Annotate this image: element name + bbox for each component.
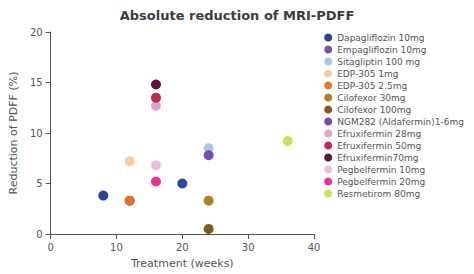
svg-text:Sitagliptin 100 mg: Sitagliptin 100 mg xyxy=(337,57,420,67)
svg-text:Efruxifermin70mg: Efruxifermin70mg xyxy=(337,153,418,163)
svg-text:15: 15 xyxy=(30,77,43,88)
svg-text:Cilofexor 100mg: Cilofexor 100mg xyxy=(337,105,411,115)
svg-text:10: 10 xyxy=(30,128,43,139)
svg-text:Pegbelfermin 20mg: Pegbelfermin 20mg xyxy=(337,177,425,187)
svg-text:0: 0 xyxy=(47,242,53,253)
svg-text:Resmetirom 80mg: Resmetirom 80mg xyxy=(337,189,420,199)
svg-text:10: 10 xyxy=(110,242,123,253)
svg-text:40: 40 xyxy=(308,242,321,253)
svg-text:Absolute reduction of MRI-PDFF: Absolute reduction of MRI-PDFF xyxy=(120,8,355,23)
svg-text:EDP-305 2.5mg: EDP-305 2.5mg xyxy=(337,81,407,91)
svg-text:Efruxifermin 50mg: Efruxifermin 50mg xyxy=(337,141,421,151)
svg-text:Pegbelfermin 10mg: Pegbelfermin 10mg xyxy=(337,165,425,175)
svg-text:20: 20 xyxy=(30,27,43,38)
svg-text:20: 20 xyxy=(176,242,189,253)
svg-text:Empagliflozin 10mg: Empagliflozin 10mg xyxy=(337,45,426,55)
svg-text:Treatment (weeks): Treatment (weeks) xyxy=(130,257,234,270)
svg-text:30: 30 xyxy=(242,242,255,253)
svg-text:5: 5 xyxy=(36,178,42,189)
svg-text:NGM282 (Aldafermin)1-6mg: NGM282 (Aldafermin)1-6mg xyxy=(337,117,464,127)
svg-text:Efruxifermin 28mg: Efruxifermin 28mg xyxy=(337,129,421,139)
svg-text:Reduction of PDFF (%): Reduction of PDFF (%) xyxy=(7,72,20,195)
svg-text:EDP-305 1mg: EDP-305 1mg xyxy=(337,69,398,79)
svg-text:Dapagliflozin 10mg: Dapagliflozin 10mg xyxy=(337,33,424,43)
svg-text:Cilofexor 30mg: Cilofexor 30mg xyxy=(337,93,405,103)
svg-text:0: 0 xyxy=(36,229,42,240)
